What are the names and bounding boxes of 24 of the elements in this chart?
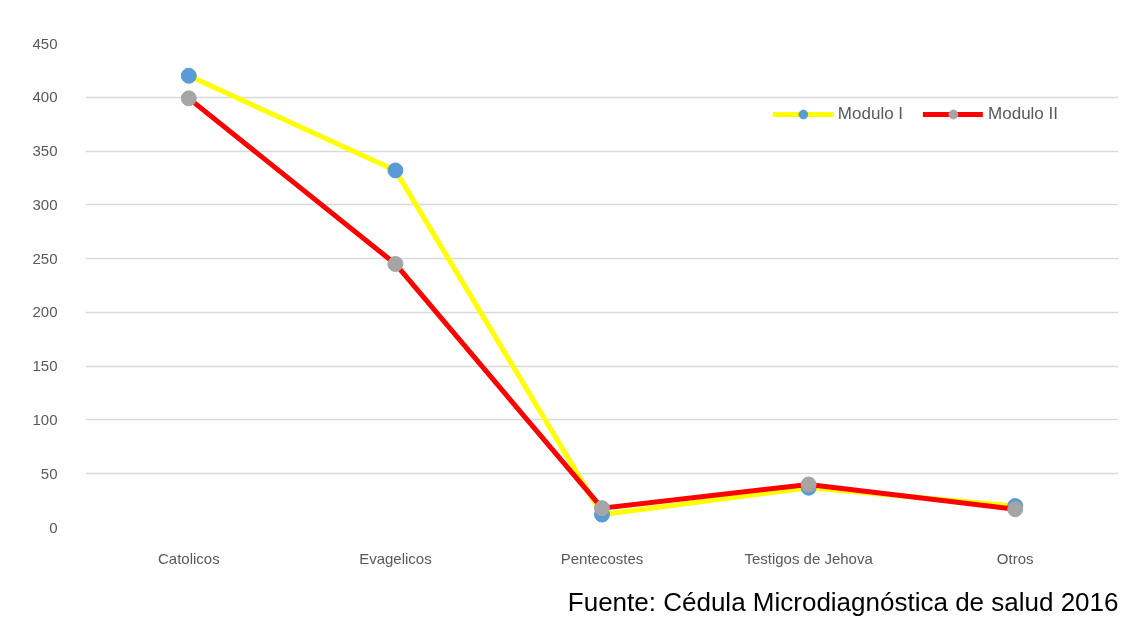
point bbox=[594, 500, 610, 517]
point bbox=[180, 67, 197, 84]
y-tick-label: 400 bbox=[32, 88, 58, 106]
y-tick-label: 100 bbox=[32, 410, 58, 428]
x-tick-label: Otros bbox=[996, 549, 1034, 567]
y-tick-label: 50 bbox=[40, 464, 58, 482]
legend-label: Modulo II bbox=[988, 104, 1058, 124]
point bbox=[180, 90, 197, 107]
y-tick-label: 350 bbox=[32, 142, 58, 160]
source-note: Fuente: Cédula Microdiagnóstica de salud 2016 bbox=[567, 586, 1119, 617]
y-tick-label: 200 bbox=[32, 303, 58, 321]
y-tick-label: 450 bbox=[32, 34, 58, 52]
x-tick-label: Catolicos bbox=[157, 549, 220, 567]
x-tick-label: Evagelicos bbox=[359, 549, 432, 567]
y-tick-label: 0 bbox=[49, 518, 58, 536]
y-tick-label: 150 bbox=[32, 357, 58, 375]
y-tick-label: 250 bbox=[32, 249, 58, 267]
point bbox=[1007, 501, 1024, 518]
x-tick-label: Testigos de Jehova bbox=[744, 549, 874, 567]
point bbox=[387, 256, 404, 272]
y-tick-label: 300 bbox=[32, 195, 58, 213]
point bbox=[387, 162, 404, 179]
legend-label: Modulo I bbox=[837, 104, 904, 124]
x-tick-label: Pentecostes bbox=[560, 549, 644, 567]
